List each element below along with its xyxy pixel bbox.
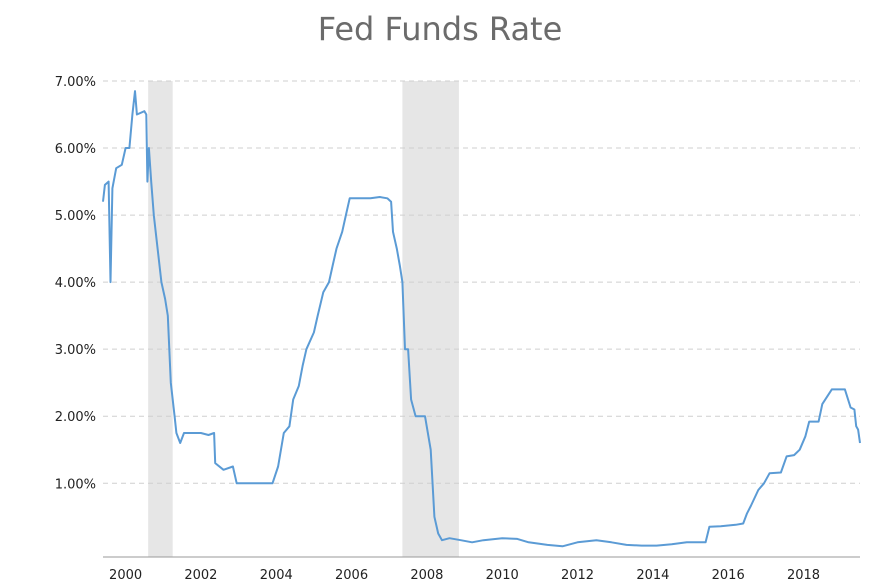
x-tick-label: 2002: [184, 568, 217, 583]
series-line: [102, 90, 861, 548]
x-tick-label: 2016: [712, 568, 745, 583]
x-tick-label: 2010: [486, 568, 519, 583]
x-tick-label: 2004: [260, 568, 293, 583]
x-axis-ticks: 2000 2002 2004 2006 2008 2010 2012 2014 2016 2018: [109, 568, 820, 583]
x-tick-label: 2006: [335, 568, 368, 583]
y-tick-label: 4.00%: [55, 276, 96, 291]
series-layer: [102, 90, 861, 548]
y-tick-label: 5.00%: [55, 209, 96, 224]
y-tick-label: 1.00%: [55, 477, 96, 492]
gridlines: [103, 80, 860, 484]
chart-title: Fed Funds Rate: [318, 10, 563, 48]
x-tick-label: 2012: [561, 568, 594, 583]
recession-band: [148, 81, 173, 557]
recession-band: [402, 81, 459, 557]
y-axis-ticks: 1.00% 2.00% 3.00% 4.00% 5.00% 6.00% 7.00%: [55, 75, 96, 492]
x-tick-label: 2000: [109, 568, 142, 583]
x-tick-label: 2018: [787, 568, 820, 583]
y-tick-label: 3.00%: [55, 343, 96, 358]
x-tick-label: 2008: [410, 568, 443, 583]
x-tick-label: 2014: [636, 568, 669, 583]
y-tick-label: 2.00%: [55, 410, 96, 425]
y-tick-label: 7.00%: [55, 75, 96, 90]
y-tick-label: 6.00%: [55, 142, 96, 157]
recession-bands: [148, 81, 459, 557]
